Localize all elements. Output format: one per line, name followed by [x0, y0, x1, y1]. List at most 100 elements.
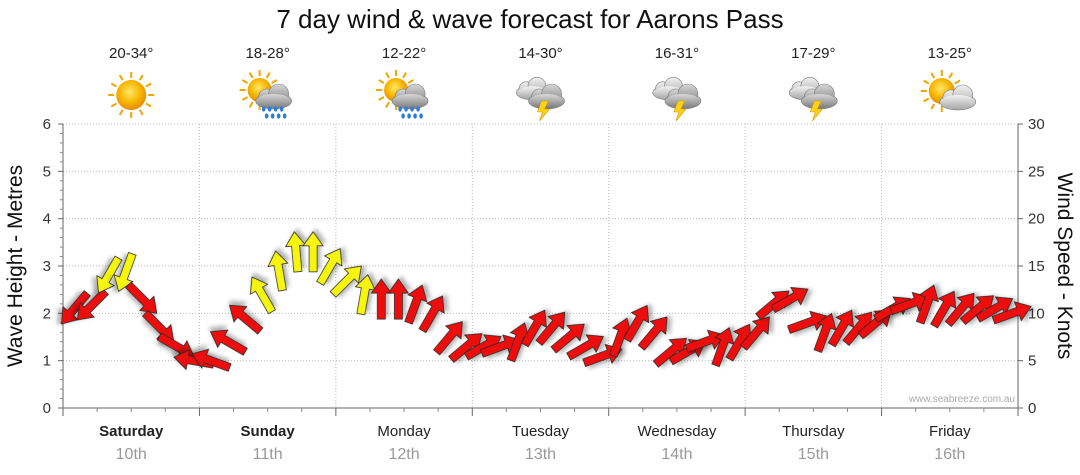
wind-arrow	[267, 250, 289, 292]
wind-arrow	[249, 276, 277, 315]
sun-ray	[930, 103, 936, 110]
chart-title: 7 day wind & wave forecast for Aarons Pa…	[276, 4, 783, 34]
day-date: 10th	[116, 446, 147, 463]
left-tick-label: 2	[43, 305, 51, 322]
temperature-range: 16-31°	[655, 45, 699, 62]
sun-ray	[378, 79, 385, 84]
wind-arrow	[387, 278, 410, 320]
wind-arrow	[191, 348, 232, 372]
rain-drop	[404, 106, 408, 112]
wind-arrow	[959, 295, 995, 326]
right-axis-label: Wind Speed - Knots	[1053, 173, 1076, 360]
wind-arrow	[684, 329, 725, 353]
day-date: 11th	[253, 446, 283, 463]
left-tick-label: 4	[43, 211, 51, 228]
sun-ray	[385, 101, 390, 108]
wind-arrow	[520, 309, 547, 348]
wind-arrow	[813, 312, 837, 353]
sun-ray	[378, 96, 385, 101]
day-name: Friday	[929, 423, 971, 440]
sun-ray	[110, 102, 117, 108]
wind-arrow	[915, 284, 940, 325]
sun-ray	[248, 101, 254, 108]
wind-arrow	[96, 255, 123, 294]
wind-arrow	[302, 231, 324, 273]
left-tick-label: 3	[43, 258, 51, 275]
day-date: 13th	[525, 446, 556, 463]
cloud-shape	[391, 83, 429, 110]
lightning-bolt	[673, 100, 687, 122]
right-tick-label: 20	[1028, 211, 1045, 228]
right-tick-label: 30	[1028, 116, 1045, 133]
day-name: Thursday	[782, 423, 845, 440]
day-name: Sunday	[241, 423, 296, 440]
temperature-range: 18-28°	[245, 45, 289, 62]
temperature-range: 12-22°	[382, 45, 426, 62]
sun-ray	[402, 72, 407, 79]
cloud-shape	[939, 84, 977, 111]
sun-ray	[138, 109, 144, 116]
wind-arrow	[770, 286, 809, 314]
sun-ray	[954, 79, 961, 85]
weather-icons: 20-34° 18-28° 12-22° 14-30° 16-31° 17-29° 13-2…	[108, 45, 977, 122]
sun-ray	[145, 82, 152, 88]
day-name: Wednesday	[637, 423, 716, 440]
rain-drop	[273, 106, 278, 112]
storm-icon	[515, 77, 565, 122]
rain-drop	[401, 113, 405, 119]
sun-ray	[138, 74, 144, 81]
wind-arrow	[316, 248, 343, 286]
wind-arrow	[329, 265, 362, 298]
sun-ray	[241, 79, 249, 84]
right-tick-label: 0	[1028, 400, 1036, 417]
sun-ray	[407, 79, 414, 84]
rain-drop	[276, 113, 281, 119]
wind-arrow	[113, 251, 137, 293]
sun-ray	[110, 82, 117, 88]
right-tick-label: 5	[1028, 353, 1036, 370]
rain-drop	[261, 106, 266, 112]
wind-arrow	[506, 322, 530, 363]
wind-arrow	[637, 316, 668, 351]
wind-arrow	[433, 321, 463, 356]
sun-ray	[923, 97, 930, 103]
wind-arrow	[354, 274, 376, 316]
right-tick-label: 10	[1028, 305, 1045, 322]
right-tick-label: 25	[1028, 163, 1045, 180]
day-date: 16th	[934, 446, 965, 463]
wind-arrow	[284, 231, 307, 273]
rain-drop	[419, 113, 423, 119]
sun-cloud-icon	[920, 70, 977, 112]
wind-arrow	[370, 278, 393, 320]
wind-arrow	[608, 317, 633, 358]
lightning-bolt	[537, 100, 551, 122]
rain-drop	[398, 106, 402, 112]
wind-arrow	[930, 290, 957, 329]
wind-arrow	[623, 304, 650, 343]
watermark-text: www.seabreeze.com.au	[908, 394, 1015, 405]
sun-rain-icon	[376, 70, 429, 119]
cloud-shape	[255, 83, 292, 110]
rain-drop	[413, 113, 417, 119]
left-tick-label: 6	[43, 116, 51, 133]
wind-arrow	[711, 327, 735, 368]
sun-ray	[265, 72, 271, 79]
rain-drop	[407, 113, 411, 119]
wind-arrow	[991, 301, 1032, 325]
sun-ray	[923, 79, 930, 85]
storm-icon	[652, 77, 702, 122]
wind-arrow	[229, 304, 264, 335]
day-date: 14th	[661, 446, 692, 463]
rain-drop	[410, 106, 414, 112]
wind-arrow	[652, 337, 688, 368]
wind-arrow	[448, 333, 483, 363]
left-axis-label: Wave Height - Metres	[4, 165, 27, 367]
rain-drop	[264, 113, 269, 119]
rain-drop	[270, 113, 275, 119]
sun-icon	[108, 72, 155, 118]
temperature-range: 14-30°	[518, 45, 562, 62]
wind-arrow	[944, 292, 975, 328]
sun-ray	[948, 72, 954, 79]
wind-arrow	[566, 334, 604, 361]
